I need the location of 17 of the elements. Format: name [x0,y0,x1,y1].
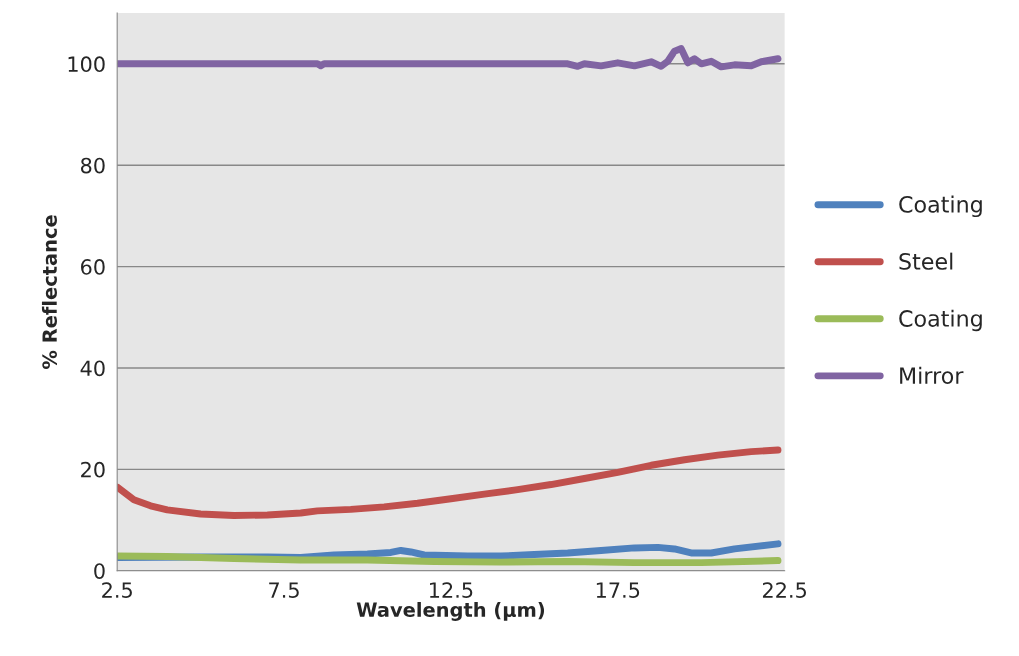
y-tick-label: 0 [94,563,105,579]
x-axis-title: Wavelength (µm) [356,601,545,621]
x-tick-label: 12.5 [430,582,473,598]
legend-label: Mirror [900,366,964,384]
y-tick-label: 60 [81,259,105,275]
x-tick-label: 22.5 [762,582,806,598]
x-tick-label: 7.5 [269,582,299,598]
x-tick-label: 17.5 [596,582,640,598]
y-axis-title: % Reflectance [41,215,57,369]
y-tick-label: 20 [81,461,105,478]
legend-label: Coating [899,195,982,218]
legend-label: Coating [899,309,982,332]
y-tick-label: 80 [80,157,105,174]
legend-label: Steel [899,252,953,270]
x-tick-label: 2.5 [102,582,132,598]
y-tick-label: 100 [68,56,105,73]
y-tick-label: 40 [80,360,105,377]
